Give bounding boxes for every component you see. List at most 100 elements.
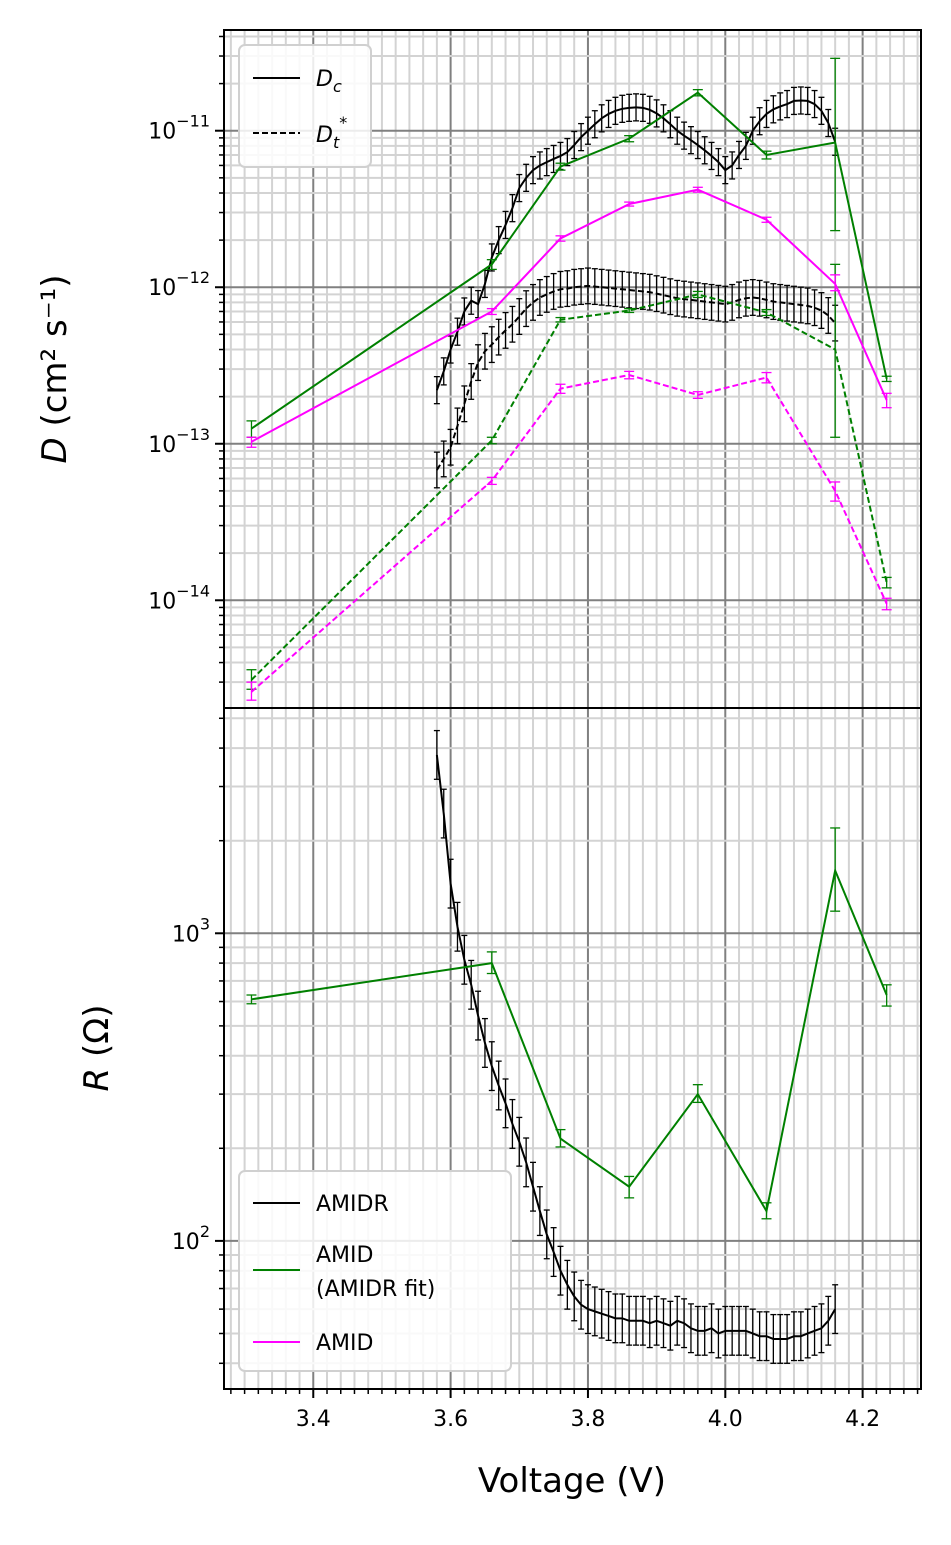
error-bar — [550, 272, 557, 310]
error-bar — [486, 951, 497, 975]
error-bar — [681, 1298, 688, 1349]
error-bar — [530, 155, 537, 185]
error-bar — [729, 1305, 736, 1356]
error-bar — [660, 1298, 667, 1349]
error-bar — [701, 283, 708, 321]
error-bar — [736, 1305, 743, 1356]
error-bar — [486, 476, 497, 486]
error-bar — [756, 107, 763, 136]
error-bar — [708, 1303, 715, 1354]
x-tick-label: 4.2 — [845, 1407, 880, 1432]
error-bar — [488, 1041, 495, 1092]
error-bar — [770, 283, 777, 321]
error-bar — [761, 308, 772, 317]
series-line-bot-1 — [251, 867, 888, 1214]
error-bar — [584, 116, 591, 145]
error-bar — [447, 428, 454, 466]
y-tick-label: 102 — [172, 1222, 210, 1255]
error-bar — [619, 94, 626, 123]
x-tick-label: 3.6 — [433, 1407, 468, 1432]
error-bar — [571, 1271, 578, 1322]
error-bar — [660, 104, 667, 133]
error-bar — [468, 959, 475, 1010]
error-bar — [667, 110, 674, 139]
error-bar — [564, 270, 571, 308]
y-tick-label: 10−12 — [148, 268, 210, 301]
error-bar — [578, 268, 585, 306]
error-bar — [440, 357, 447, 386]
error-bar — [523, 290, 530, 328]
error-bar — [536, 151, 543, 180]
error-bar — [578, 122, 585, 152]
error-bar — [461, 385, 468, 423]
error-bar — [667, 278, 674, 316]
error-bar — [797, 286, 804, 324]
error-bar — [742, 279, 749, 317]
error-bar — [633, 93, 640, 122]
error-bar — [692, 391, 703, 400]
error-bar — [770, 1313, 777, 1364]
error-bar — [461, 934, 468, 985]
error-bar — [516, 173, 523, 203]
error-bar — [653, 275, 660, 313]
series-line-top-1 — [436, 284, 836, 471]
error-bar — [790, 86, 797, 116]
error-bar — [612, 270, 619, 308]
error-bar — [619, 270, 626, 308]
error-bar — [639, 93, 646, 123]
error-bar — [624, 134, 635, 143]
error-bar — [516, 298, 523, 336]
error-bar — [454, 407, 461, 445]
error-bar — [708, 283, 715, 321]
error-bar — [756, 1311, 763, 1362]
error-bar — [797, 86, 804, 115]
error-bar — [584, 267, 591, 305]
error-bar — [742, 1305, 749, 1356]
series-line-top-2 — [250, 91, 888, 430]
error-bar — [830, 57, 841, 232]
error-bar — [761, 371, 772, 384]
error-bar — [433, 729, 440, 780]
error-bar — [571, 268, 578, 306]
error-bar — [818, 292, 825, 329]
error-bar — [433, 451, 440, 489]
error-bar — [692, 88, 703, 97]
error-bar — [797, 1311, 804, 1362]
error-bar — [468, 286, 475, 315]
error-bar — [646, 1298, 653, 1349]
error-bar — [624, 201, 635, 207]
error-bar — [584, 1284, 591, 1335]
error-bar — [694, 282, 701, 320]
error-bar — [825, 296, 832, 334]
error-bar — [777, 92, 784, 121]
error-bar — [749, 1308, 756, 1359]
error-bar — [555, 235, 566, 242]
error-bar — [550, 1227, 557, 1278]
error-bar — [495, 318, 502, 356]
error-bar — [694, 1305, 701, 1356]
error-bar — [530, 283, 537, 321]
error-bar — [502, 1078, 509, 1129]
error-bar — [481, 332, 488, 370]
error-bar — [564, 137, 571, 167]
error-bar — [591, 1286, 598, 1337]
error-bar — [639, 272, 646, 310]
error-bar — [692, 290, 703, 299]
error-bar — [468, 362, 475, 400]
error-bar — [626, 93, 633, 123]
top-y-ticks: 10−11 10−12 10−13 10−14 — [148, 35, 224, 683]
error-bar — [578, 1279, 585, 1330]
error-bar — [502, 311, 509, 349]
error-bar — [543, 147, 550, 177]
bottom-y-axis-label: R (Ω) — [77, 1005, 117, 1092]
error-bar — [825, 108, 832, 138]
error-bar — [246, 994, 257, 1005]
error-bar — [736, 281, 743, 319]
top-legend-box — [238, 44, 372, 168]
error-bar — [818, 96, 825, 125]
error-bar — [804, 86, 811, 116]
error-bar — [881, 984, 892, 1007]
legend-label-amidr: AMIDR — [316, 1192, 389, 1217]
bottom-y-ticks: 103 102 — [172, 717, 224, 1365]
